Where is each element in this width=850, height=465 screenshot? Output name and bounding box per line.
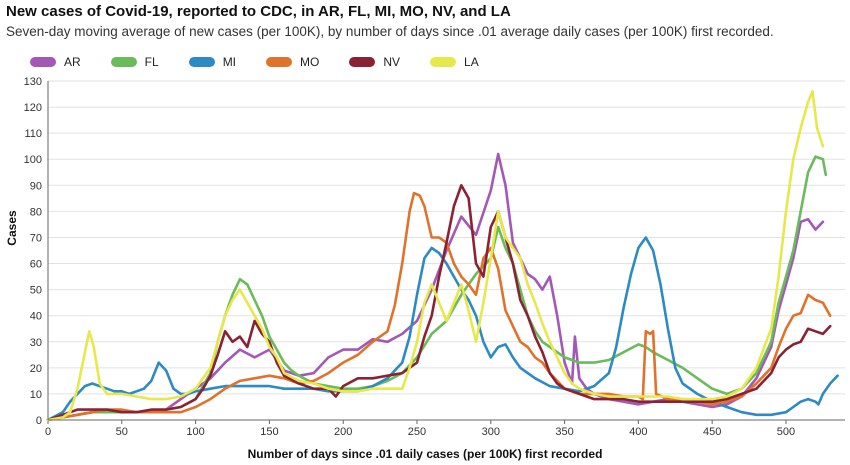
y-tick-label: 40 — [30, 311, 42, 323]
y-tick-label: 100 — [24, 154, 42, 166]
y-tick-label: 70 — [30, 232, 42, 244]
y-axis-label: Cases — [5, 210, 19, 246]
y-tick-label: 90 — [30, 180, 42, 192]
y-tick-label: 20 — [30, 363, 42, 375]
chart-subtitle: Seven-day moving average of new cases (p… — [6, 24, 774, 39]
x-tick-label: 200 — [334, 426, 352, 438]
y-axis-ticks: 0 10 20 30 40 50 60 70 80 90 100 110 120 130 — [24, 76, 42, 427]
x-tick-label: 100 — [186, 426, 204, 438]
x-tick-label: 400 — [629, 426, 647, 438]
legend-label: NV — [383, 55, 401, 69]
legend-swatch — [188, 57, 215, 67]
x-tick-label: 250 — [408, 426, 426, 438]
legend-label: AR — [64, 55, 81, 69]
y-tick-label: 30 — [30, 337, 42, 349]
y-tick-label: 0 — [36, 415, 42, 427]
x-tick-label: 500 — [777, 426, 795, 438]
x-axis-label: Number of days since .01 daily cases (pe… — [248, 447, 603, 461]
legend-swatch — [266, 57, 293, 67]
x-tick-label: 450 — [703, 426, 721, 438]
legend-item-fl[interactable]: FL — [110, 55, 159, 69]
y-tick-label: 110 — [24, 128, 42, 140]
y-tick-label: 120 — [24, 102, 42, 114]
y-tick-label: 10 — [30, 389, 42, 401]
series-lines — [46, 90, 839, 422]
legend-swatch — [30, 57, 56, 67]
legend-swatch — [430, 57, 457, 67]
series-line-ar — [46, 152, 825, 422]
legend-label: LA — [464, 55, 479, 69]
legend-label: FL — [144, 55, 159, 69]
x-tick-label: 0 — [45, 426, 51, 438]
legend-label: MO — [300, 55, 320, 69]
y-tick-label: 130 — [24, 76, 42, 88]
legend-item-la[interactable]: LA — [430, 55, 479, 69]
y-tick-label: 50 — [30, 285, 42, 297]
series-line-nv — [46, 184, 832, 422]
chart-title: New cases of Covid-19, reported to CDC, … — [6, 3, 511, 20]
legend-item-mo[interactable]: MO — [266, 55, 319, 69]
chart-legend: AR FL MI MO NV LA — [30, 54, 509, 70]
legend-swatch — [110, 57, 137, 67]
y-tick-label: 60 — [30, 259, 42, 271]
x-tick-label: 150 — [260, 426, 278, 438]
legend-item-ar[interactable]: AR — [30, 55, 81, 69]
legend-swatch — [349, 57, 376, 67]
legend-item-nv[interactable]: NV — [349, 55, 400, 69]
x-tick-label: 350 — [555, 426, 573, 438]
x-tick-label: 300 — [482, 426, 500, 438]
series-line-la — [46, 90, 825, 422]
legend-label: MI — [222, 55, 237, 69]
x-axis-ticks: 0 50 100 150 200 250 300 350 400 450 500 — [45, 420, 795, 438]
legend-item-mi[interactable]: MI — [188, 55, 237, 69]
x-tick-label: 50 — [116, 426, 128, 438]
series-line-mo — [46, 191, 832, 422]
y-tick-label: 80 — [30, 206, 42, 218]
